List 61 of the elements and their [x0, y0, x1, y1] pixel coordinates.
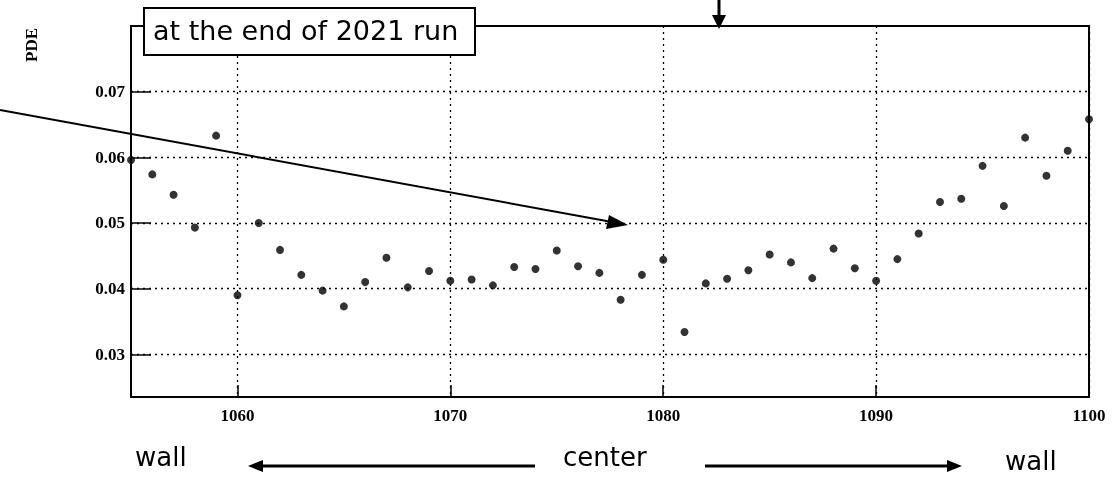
x-tick-label: 1060 [220, 406, 255, 425]
text: wall [135, 442, 187, 472]
point [233, 291, 242, 300]
point [339, 302, 348, 311]
point [999, 201, 1008, 210]
y-tick-label: 0.03 [95, 344, 125, 364]
point [978, 161, 987, 170]
x-tick-label: 1100 [1072, 406, 1106, 425]
point [190, 223, 199, 232]
point [680, 327, 689, 336]
point [169, 190, 178, 199]
point [595, 268, 604, 277]
point [637, 270, 646, 279]
point [765, 250, 774, 259]
point [872, 276, 881, 285]
point [425, 266, 434, 275]
point [616, 295, 625, 304]
point [212, 131, 221, 140]
y-tick-label: 0.06 [95, 147, 125, 167]
point [531, 264, 540, 273]
point [829, 244, 838, 253]
point [510, 262, 519, 271]
point [403, 283, 412, 292]
point [1085, 115, 1093, 124]
x-tick-label: 1080 [646, 406, 681, 425]
point [148, 170, 157, 179]
point [957, 194, 966, 203]
x-tick-label: 1090 [859, 406, 894, 425]
y-tick-label: 0.04 [95, 279, 126, 299]
x-tick-label: 1070 [433, 406, 468, 425]
point [744, 266, 753, 275]
point [808, 274, 817, 283]
point [1042, 171, 1051, 180]
point [467, 275, 476, 284]
annotation: at the end of 2021 run [143, 7, 477, 56]
point [297, 270, 306, 279]
text: wall [1005, 446, 1057, 476]
point [382, 253, 391, 262]
point [361, 278, 370, 287]
point [659, 255, 668, 264]
point [488, 281, 497, 290]
point [935, 197, 944, 206]
point [786, 258, 795, 267]
text: center [563, 442, 647, 472]
y-axis-title: PDE [22, 28, 42, 62]
point [893, 255, 902, 264]
point [254, 218, 263, 227]
point [318, 286, 327, 295]
y-tick-label: 0.05 [95, 213, 125, 233]
point [1021, 133, 1030, 142]
point [914, 229, 923, 238]
point [127, 155, 135, 164]
point [701, 279, 710, 288]
point [1063, 146, 1072, 155]
point [574, 262, 583, 271]
point [552, 246, 561, 255]
point [723, 274, 732, 283]
y-tick-label: 0.07 [95, 82, 126, 102]
point [850, 264, 859, 273]
point [446, 276, 455, 285]
point [276, 245, 285, 254]
